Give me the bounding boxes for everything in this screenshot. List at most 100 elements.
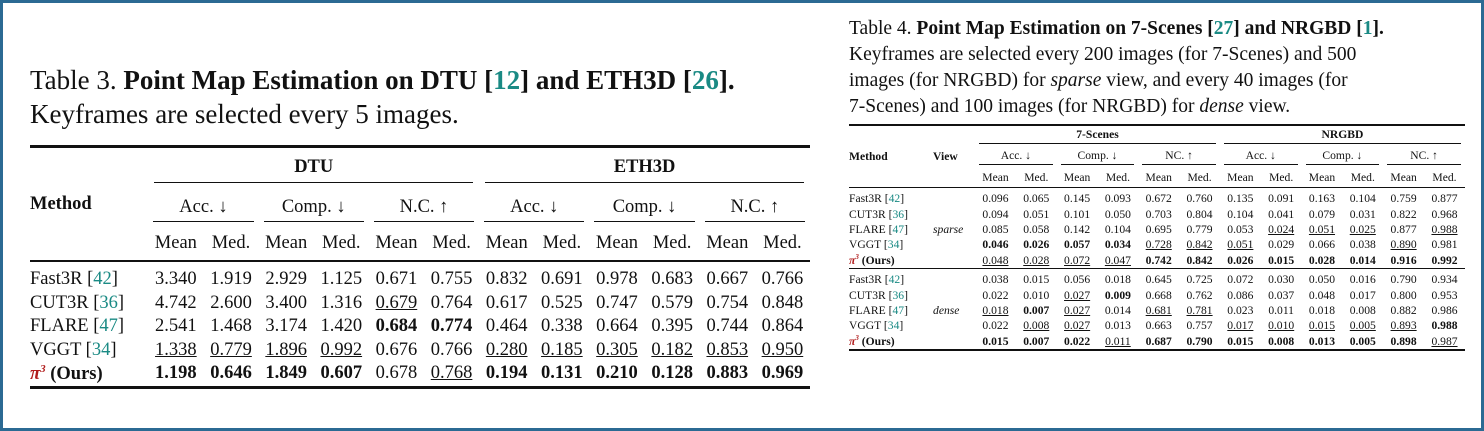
citation-link[interactable]: 34 — [887, 238, 900, 252]
value-cell: 0.676 — [369, 339, 424, 363]
value: 0.779 — [210, 339, 252, 360]
value: 0.037 — [1268, 288, 1295, 302]
value: 0.877 — [1390, 222, 1417, 236]
value: 0.056 — [1064, 273, 1091, 287]
citation-link[interactable]: 47 — [892, 303, 905, 317]
value: 0.051 — [1308, 222, 1336, 236]
method-name: (Ours) — [861, 254, 895, 268]
citation-link[interactable]: 36 — [892, 288, 905, 302]
value-cell: 0.645 — [1138, 272, 1179, 287]
value: 0.038 — [982, 273, 1009, 287]
sub-label: Mean — [706, 232, 749, 253]
value: 0.676 — [375, 339, 418, 360]
value-cell: 0.091 — [1261, 191, 1302, 206]
citation-link[interactable]: 12 — [493, 65, 521, 95]
citation-link[interactable]: 27 — [1213, 18, 1234, 39]
sub-label: Mean — [595, 232, 639, 253]
value: 0.934 — [1431, 273, 1458, 287]
table-row: VGGT [34] 0.046 0.026 0.057 0.034 0.728 0.842 0… — [849, 237, 1465, 252]
view-cell — [933, 252, 976, 269]
value: 0.008 — [1023, 319, 1050, 333]
value: 3.340 — [155, 269, 197, 290]
method-name: FLARE — [30, 316, 89, 337]
citation-link[interactable]: 42 — [888, 192, 901, 206]
value-cell: 0.046 — [975, 237, 1016, 252]
value-cell: 0.790 — [1179, 333, 1220, 351]
value: 1.420 — [320, 316, 363, 337]
value-cell: 0.051 — [1302, 222, 1343, 237]
citation-link[interactable]: 26 — [691, 65, 719, 95]
value-cell: 0.762 — [1179, 287, 1220, 302]
value: 0.018 — [982, 303, 1009, 317]
citation-link[interactable]: 34 — [887, 319, 900, 333]
metric-label: Comp. ↓ — [281, 196, 346, 217]
view-cell: dense — [933, 303, 975, 318]
value-cell: 1.316 — [314, 292, 369, 316]
method-cell: π3 (Ours) — [30, 362, 149, 389]
value: 0.790 — [1186, 334, 1213, 348]
citation-link[interactable]: 47 — [99, 316, 118, 337]
value-cell: 0.093 — [1098, 191, 1139, 206]
value: 0.760 — [1186, 192, 1213, 206]
method-name: Fast3R — [30, 269, 83, 290]
value-cell: 0.104 — [1342, 191, 1383, 206]
value: 0.890 — [1390, 238, 1417, 252]
value-cell: 0.877 — [1383, 222, 1424, 237]
value-cell: 0.766 — [755, 268, 810, 292]
value-cell: 0.668 — [1138, 287, 1179, 302]
method-name: CUT3R — [30, 292, 89, 313]
value: 0.681 — [1145, 303, 1172, 317]
method-cell: Fast3R [42] — [849, 192, 905, 206]
group-header: NRGBD — [1219, 124, 1465, 146]
value-cell: 0.013 — [1098, 318, 1139, 333]
sub-header: Mean — [479, 226, 535, 262]
header-row: Method DTU ETH3D — [30, 145, 810, 262]
value: 0.992 — [320, 339, 363, 360]
value-cell: 1.198 — [148, 362, 204, 389]
value: 0.101 — [1064, 207, 1091, 221]
sub-label: Mean — [1145, 170, 1172, 184]
citation-link[interactable]: 1 — [1362, 18, 1373, 39]
value-cell: 0.086 — [1220, 287, 1261, 302]
metric-header: Comp. ↓ — [1302, 146, 1384, 167]
value-cell: 0.210 — [589, 362, 645, 389]
value: 0.766 — [430, 339, 473, 360]
value: 1.338 — [155, 339, 197, 360]
citation-link[interactable]: 42 — [888, 273, 901, 287]
citation-link[interactable]: 34 — [91, 339, 111, 360]
value-cell: 1.338 — [148, 339, 203, 363]
value: 0.194 — [485, 363, 528, 384]
citation-link[interactable]: 36 — [892, 207, 905, 221]
value: 0.011 — [1105, 334, 1131, 348]
value-cell: 0.011 — [1261, 303, 1302, 318]
value: 0.305 — [596, 339, 638, 360]
value-cell: 0.051 — [1016, 206, 1057, 221]
metric-underline: NC. ↑ — [1142, 149, 1216, 165]
value-cell: 0.007 — [1016, 303, 1057, 318]
value: 0.842 — [1186, 253, 1213, 267]
value-cell: 0.013 — [1301, 333, 1343, 351]
value: 1.125 — [320, 269, 363, 290]
value: 0.755 — [430, 269, 473, 290]
value-cell: 0.047 — [1097, 252, 1139, 269]
sub-label: Med. — [322, 232, 361, 253]
citation-link[interactable]: 47 — [892, 222, 905, 236]
value-cell: 0.079 — [1302, 206, 1343, 221]
value: 1.919 — [210, 269, 252, 290]
value-cell: 0.182 — [645, 339, 700, 363]
sub-header: Mean — [258, 226, 314, 262]
value-cell: 0.010 — [1016, 287, 1057, 302]
value-cell: 0.014 — [1342, 252, 1384, 269]
spacer-row — [30, 261, 810, 268]
citation-link[interactable]: 36 — [99, 292, 118, 313]
sub-row: Mean Med. Mean Med. Mean Med. Mean Med. Mean Med.… — [849, 167, 1465, 188]
value-cell: 0.007 — [1015, 333, 1057, 351]
value-cell: 0.048 — [1302, 287, 1343, 302]
value-cell: 0.104 — [1098, 222, 1139, 237]
value: 0.987 — [1431, 334, 1458, 348]
citation-link[interactable]: 42 — [93, 269, 112, 290]
value-cell: 0.015 — [1219, 333, 1261, 351]
value: 0.280 — [485, 339, 528, 360]
method-name: (Ours) — [861, 335, 895, 349]
